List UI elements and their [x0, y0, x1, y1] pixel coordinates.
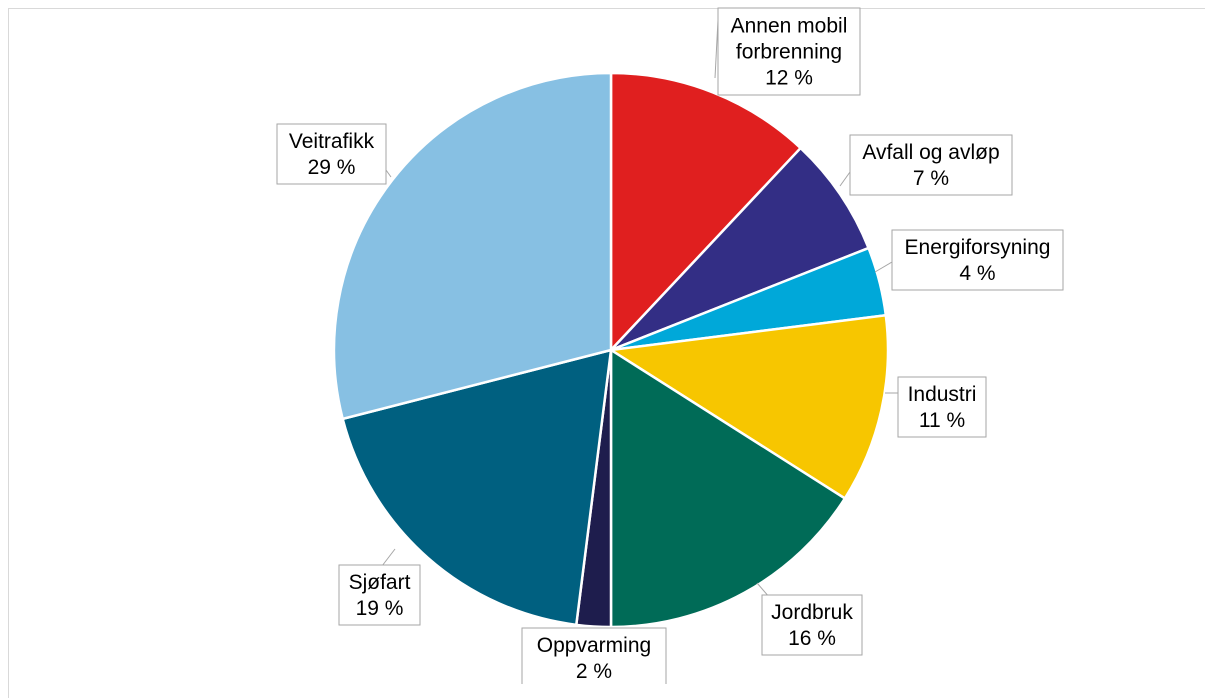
slice-value-label-1: 7 % [913, 167, 949, 190]
pie-chart: Annen mobil forbrenning 12 % Avfall og avlø… [276, 7, 1064, 684]
leader-line-6 [381, 548, 396, 567]
data-label-box-5 [521, 627, 667, 684]
slice-category-label-5: Oppvarming [537, 634, 651, 657]
pie-slice-7 [332, 71, 613, 421]
chart-frame [8, 8, 1205, 698]
pie-slice-3 [607, 313, 890, 501]
pie-slices [332, 71, 890, 629]
slice-category-label-4: Jordbruk [771, 601, 853, 624]
slice-category-label-2: Energiforsyning [905, 236, 1051, 259]
slice-value-label-2: 4 % [959, 262, 995, 285]
pie-slice-1 [610, 146, 871, 352]
slice-value-label-5: 2 % [576, 660, 612, 683]
pie-slice-4 [609, 347, 847, 629]
leader-line-1 [839, 171, 851, 187]
data-label-box-0 [717, 7, 861, 96]
slice-value-label-0: 12 % [765, 67, 813, 90]
pie-slice-0 [609, 71, 803, 354]
slice-value-label-3: 11 % [919, 409, 965, 432]
slice-labels: Annen mobil forbrenning 12 % Avfall og avlø… [276, 7, 1064, 684]
pie-slice-6 [341, 348, 613, 627]
data-label-box-3 [897, 376, 987, 438]
slice-category-label-0: forbrenning [736, 41, 842, 64]
data-label-box-4 [761, 594, 863, 656]
data-label-box-2 [891, 229, 1064, 291]
slice-value-label-7: 29 % [308, 156, 356, 179]
data-label-box-1 [849, 134, 1013, 196]
slice-category-label-6: Sjøfart [349, 571, 411, 594]
slice-value-label-4: 16 % [788, 627, 836, 650]
data-label-box-7 [276, 123, 387, 185]
slice-category-label-0: Annen mobil [731, 15, 848, 38]
leader-line-7 [385, 169, 392, 178]
slice-value-label-6: 19 % [356, 597, 404, 620]
leader-line-2 [874, 261, 893, 273]
data-label-box-6 [338, 564, 421, 626]
slice-category-label-7: Veitrafikk [289, 130, 375, 153]
slice-category-label-3: Industri [908, 383, 977, 406]
slice-category-label-1: Avfall og avløp [862, 141, 999, 164]
